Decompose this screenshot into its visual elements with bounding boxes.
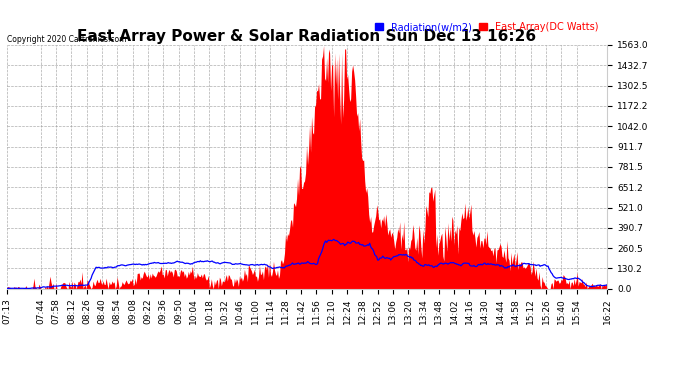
Legend: Radiation(w/m2), East Array(DC Watts): Radiation(w/m2), East Array(DC Watts) [371,18,602,36]
Text: Copyright 2020 Cartronics.com: Copyright 2020 Cartronics.com [7,35,126,44]
Title: East Array Power & Solar Radiation Sun Dec 13 16:26: East Array Power & Solar Radiation Sun D… [77,29,537,44]
